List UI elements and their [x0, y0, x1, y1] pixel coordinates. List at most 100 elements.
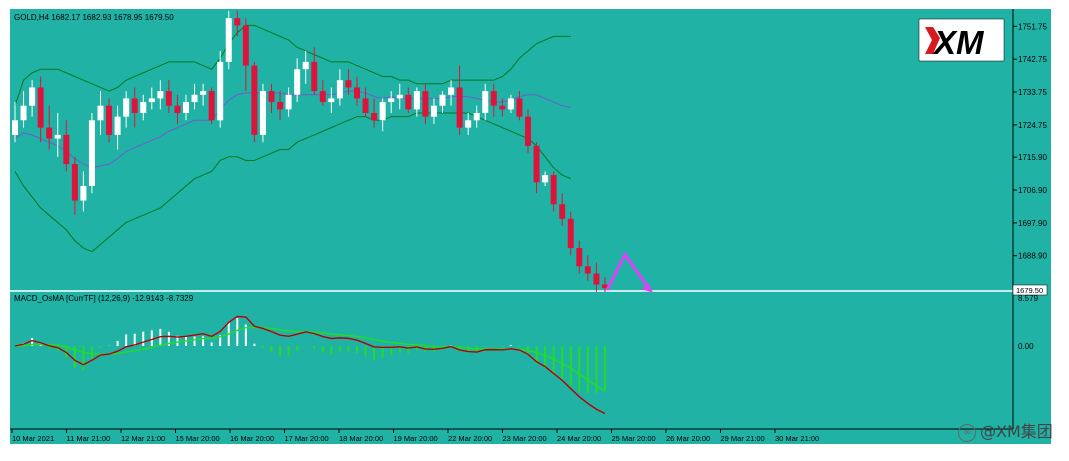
bollinger-upper: [14, 24, 571, 106]
candle-body: [559, 204, 566, 219]
candle-body: [388, 98, 395, 103]
time-tick-label: 30 Mar 21:00: [775, 434, 819, 443]
candle-body: [465, 120, 472, 128]
price-tick-label: 1697.90: [1018, 219, 1047, 228]
candle-body: [131, 98, 138, 114]
time-tick-label: 19 Mar 20:00: [394, 434, 438, 443]
candle-body: [63, 134, 70, 165]
candle-body: [542, 175, 549, 183]
candle-body: [396, 94, 403, 99]
candle-body: [277, 102, 284, 110]
candle-body: [354, 87, 360, 99]
candle-body: [285, 94, 292, 110]
candle-body: [362, 98, 369, 114]
macd-level-label: 0.00: [1018, 342, 1034, 351]
candle-body: [550, 175, 557, 205]
price-tick-label: 1733.75: [1018, 88, 1047, 97]
candle-body: [473, 113, 480, 121]
candle-body: [46, 127, 53, 139]
forecast-arrow-line: [605, 251, 651, 291]
candlesticks: [12, 10, 608, 292]
candle-body: [533, 145, 540, 183]
candle-body: [482, 91, 489, 114]
forecast-arrow: [605, 251, 653, 293]
candle-body: [328, 98, 335, 103]
price-tick-label: 1724.75: [1018, 121, 1047, 130]
candle-body: [54, 134, 61, 139]
candle-body: [379, 102, 386, 121]
candle-body: [294, 69, 301, 95]
candle-body: [336, 80, 343, 99]
candle-body: [140, 102, 147, 114]
watermark-text: @XM集团: [980, 422, 1053, 441]
time-axis: 10 Mar 2021 11 Mar 21:00 12 Mar 21:00 15 Ma…: [11, 429, 819, 443]
macd-header: MACD_OsMA [CurrTF] (12,26,9) -12.9143 -8…: [14, 294, 194, 303]
candle-body: [507, 98, 514, 110]
xm-logo-mark: [925, 27, 940, 54]
watermark: ∞ @XM集团: [958, 418, 1053, 442]
candle-body: [217, 61, 224, 121]
chart-background: [10, 9, 1051, 444]
price-tick-label: 1715.90: [1018, 153, 1047, 162]
time-tick-label: 15 Mar 20:00: [176, 434, 220, 443]
forecast-arrowhead: [641, 282, 653, 293]
candle-body: [576, 248, 583, 267]
bollinger-middle: [14, 90, 571, 169]
time-tick-label: 17 Mar 20:00: [285, 434, 329, 443]
candle-body: [12, 120, 18, 135]
time-tick-label: 22 Mar 20:00: [448, 434, 492, 443]
candle-body: [593, 273, 600, 285]
candle-body: [302, 61, 309, 70]
time-tick-label: 24 Mar 20:00: [557, 434, 601, 443]
candle-body: [422, 91, 429, 117]
price-tick-label: 1742.75: [1018, 55, 1047, 64]
candle-body: [268, 91, 275, 103]
candle-body: [80, 185, 87, 201]
macd-axis: 8.579 0.00: [1018, 294, 1039, 351]
candle-body: [200, 91, 207, 95]
candle-body: [157, 91, 164, 99]
candle-body: [251, 65, 258, 135]
time-tick-label: 16 Mar 20:00: [230, 434, 274, 443]
time-tick-label: 18 Mar 20:00: [339, 434, 383, 443]
candle-body: [345, 80, 352, 88]
candle-body: [106, 105, 113, 135]
time-tick-label: 12 Mar 21:00: [121, 434, 165, 443]
candle-body: [234, 18, 241, 26]
candle-body: [88, 120, 95, 186]
symbol-header: GOLD,H4 1682.17 1682.93 1678.95 1679.50: [14, 13, 174, 22]
main-price-panel[interactable]: 1751.75 1742.75 1733.75 1724.75 1715.90 1706.…: [10, 9, 1047, 430]
candle-body: [311, 61, 318, 92]
candle-body: [413, 91, 420, 110]
wechat-channel-icon: ∞: [958, 423, 976, 442]
time-tick-label: 29 Mar 21:00: [721, 434, 765, 443]
candle-body: [456, 87, 463, 128]
candle-body: [439, 94, 446, 106]
xm-logo: XM: [918, 18, 1005, 62]
time-tick-label: 26 Mar 20:00: [666, 434, 710, 443]
candle-body: [516, 98, 523, 117]
candle-body: [490, 91, 497, 106]
xm-logo-text: XM: [932, 24, 985, 61]
candle-body: [430, 105, 437, 117]
candle-body: [114, 116, 121, 135]
candle-body: [499, 105, 506, 110]
candle-body: [601, 284, 608, 289]
candle-body: [319, 91, 326, 103]
macd-panel[interactable]: 8.579 0.00 MACD_OsMA [CurrTF] (12,26,9) -…: [14, 294, 1039, 415]
price-tick-label: 1688.90: [1018, 252, 1047, 261]
candle-body: [448, 87, 455, 95]
time-tick-label: 25 Mar 20:00: [612, 434, 656, 443]
price-tick-label: 1706.90: [1018, 186, 1047, 195]
candle-body: [225, 18, 232, 62]
candle-body: [123, 98, 130, 117]
time-tick-label: 23 Mar 20:00: [503, 434, 547, 443]
candle-body: [37, 87, 44, 128]
price-axis: 1751.75 1742.75 1733.75 1724.75 1715.90 1706.…: [1012, 22, 1047, 296]
candle-body: [183, 102, 189, 114]
candle-body: [208, 91, 215, 121]
macd-main-line: [14, 315, 606, 415]
candle-body: [259, 91, 266, 135]
current-price-label: 1679.50: [1016, 286, 1043, 295]
